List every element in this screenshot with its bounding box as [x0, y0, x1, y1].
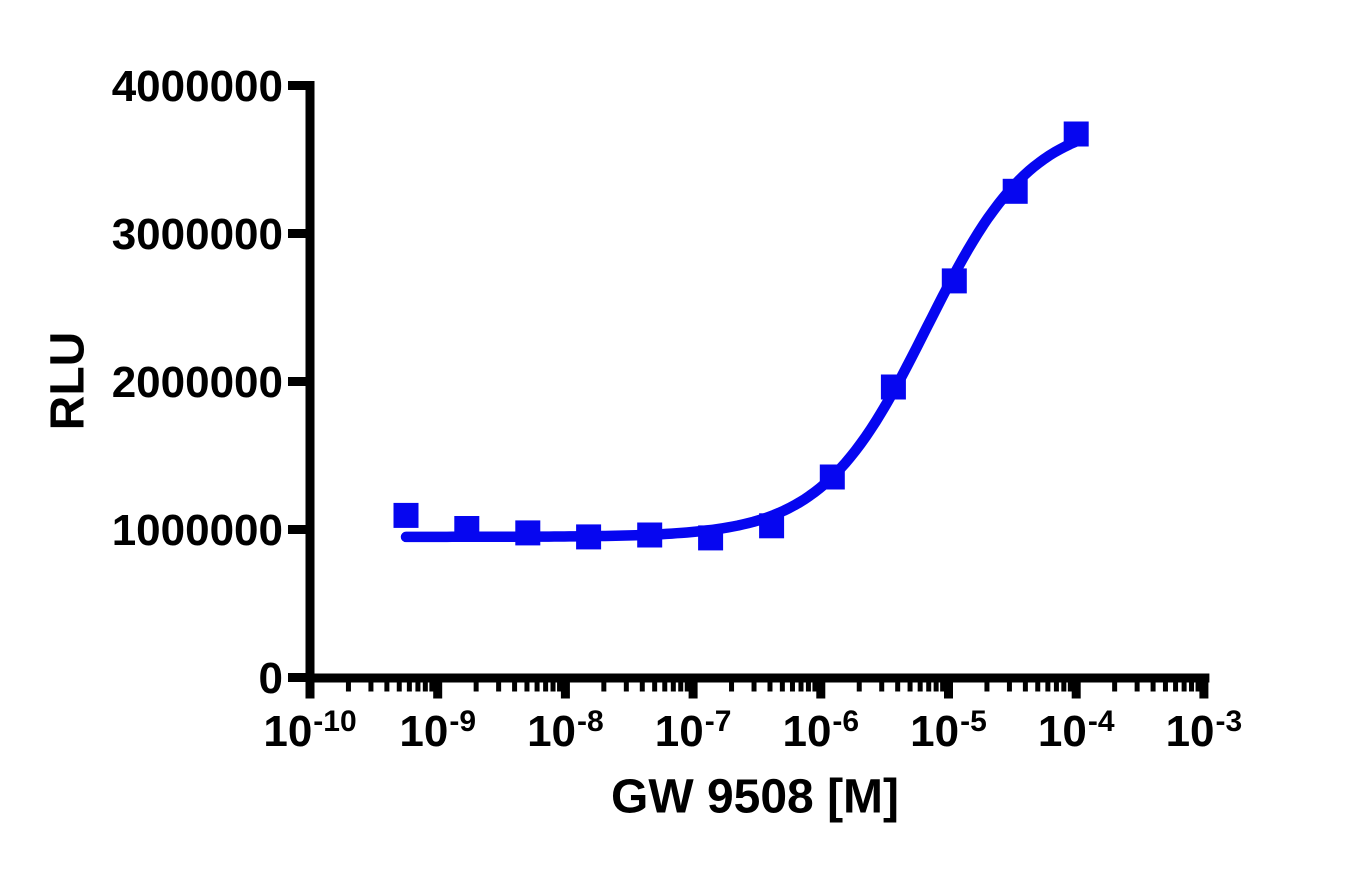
- data-point-marker: [515, 520, 541, 546]
- data-point-marker: [759, 513, 785, 539]
- x-tick-label: 10-7: [655, 705, 732, 756]
- data-point-marker: [576, 524, 602, 550]
- x-tick-label: 10-10: [263, 705, 356, 756]
- x-tick-label: 10-9: [399, 705, 476, 756]
- x-tick-label: 10-4: [1038, 705, 1115, 756]
- y-tick-label: 2000000: [112, 358, 283, 407]
- y-tick-label: 0: [259, 654, 283, 703]
- y-tick-label: 3000000: [112, 210, 283, 259]
- data-points: [393, 121, 1089, 551]
- data-point-marker: [1063, 121, 1089, 147]
- data-point-marker: [393, 502, 419, 528]
- dose-response-curve: [400, 136, 1081, 543]
- data-point-marker: [1002, 178, 1028, 204]
- x-tick-label: 10-5: [910, 705, 987, 756]
- y-axis: 0 1000000 2000000 3000000 4000000: [112, 62, 315, 703]
- y-tick-label: 1000000: [112, 506, 283, 555]
- x-tick-label: 10-3: [1166, 705, 1243, 756]
- y-tick-label: 4000000: [112, 62, 283, 111]
- data-point-marker: [454, 516, 480, 541]
- x-axis-title: GW 9508 [M]: [610, 770, 900, 824]
- y-axis-title: RLU: [41, 331, 95, 431]
- data-point-marker: [698, 525, 724, 551]
- x-tick-label: 10-6: [782, 705, 859, 756]
- data-point-marker: [819, 464, 845, 490]
- data-point-marker: [941, 268, 967, 294]
- data-point-marker: [880, 374, 906, 400]
- x-axis: 10-10 10-9 10-8 10-7 10-6 10-5 10-4 10-3: [263, 673, 1243, 756]
- data-point-marker: [637, 522, 663, 548]
- x-tick-label: 10-8: [527, 705, 604, 756]
